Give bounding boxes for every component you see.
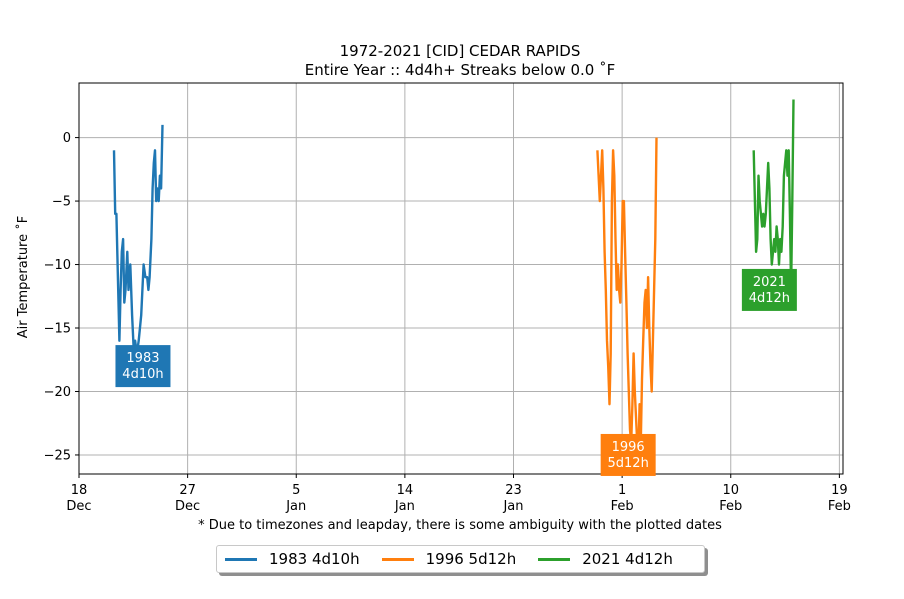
- x-tick-label: 18: [71, 483, 88, 498]
- legend-label: 1983 4d10h: [269, 550, 360, 568]
- x-tick-label: Jan: [394, 499, 415, 514]
- y-tick-label: −10: [44, 258, 71, 273]
- plot-area-frame: [78, 82, 844, 475]
- legend-item: 2021 4d12h: [538, 550, 673, 568]
- legend-label: 2021 4d12h: [582, 550, 673, 568]
- y-tick-label: 0: [63, 131, 71, 146]
- legend-swatch: [538, 557, 571, 561]
- x-tick-label: 5: [292, 483, 300, 498]
- x-tick-label: Dec: [66, 499, 91, 514]
- y-axis-label: Air Temperature ˚F: [15, 216, 31, 338]
- x-tick-label: Jan: [285, 499, 306, 514]
- annotation-box: [600, 433, 656, 476]
- annotation-text: 1983: [126, 351, 159, 366]
- y-tick-label: −5: [52, 195, 71, 210]
- annotation-box: [741, 268, 797, 311]
- grid-lines: [78, 83, 843, 474]
- x-tick-label: Jan: [502, 499, 523, 514]
- chart-subtitle: Entire Year :: 4d4h+ Streaks below 0.0 ˚…: [305, 61, 616, 79]
- chart-title: 1972-2021 [CID] CEDAR RAPIDS: [340, 42, 581, 60]
- x-tick-label: 27: [179, 483, 196, 498]
- y-tick-label: −20: [44, 385, 71, 400]
- series-line: [596, 137, 658, 457]
- y-tick-label: −25: [44, 448, 71, 463]
- legend-item: 1996 5d12h: [381, 550, 517, 568]
- x-tick-label: Feb: [828, 499, 851, 514]
- x-tick-label: 10: [722, 483, 739, 498]
- annotation-text: 1996: [612, 440, 645, 455]
- x-tick-label: 1: [618, 483, 626, 498]
- legend-swatch: [381, 557, 414, 561]
- x-axis-label: * Due to timezones and leapday, there is…: [198, 518, 722, 533]
- x-tick-label: Feb: [611, 499, 634, 514]
- series-line: [752, 99, 795, 292]
- series-line: [112, 124, 164, 355]
- legend-item: 1983 4d10h: [225, 550, 360, 568]
- y-tick-label: −15: [44, 322, 71, 337]
- x-tick-label: Dec: [175, 499, 200, 514]
- annotation-text: 4d10h: [122, 367, 163, 382]
- x-tick-label: 19: [831, 483, 848, 498]
- series-layer: [112, 99, 795, 457]
- annotation-text: 4d12h: [749, 291, 790, 306]
- x-tick-label: Feb: [719, 499, 742, 514]
- annotation-text: 2021: [753, 275, 786, 290]
- legend: 1983 4d10h 1996 5d12h 2021 4d12h: [216, 545, 705, 573]
- legend-label: 1996 5d12h: [425, 550, 517, 568]
- legend-swatch: [225, 557, 257, 561]
- x-tick-label: 23: [505, 483, 522, 498]
- annotation-text: 5d12h: [608, 456, 649, 471]
- axis-ticks: 0−5−10−15−20−2518Dec27Dec5Jan14Jan23Jan1…: [44, 131, 851, 514]
- annotation-box: [115, 345, 171, 388]
- x-tick-label: 14: [397, 483, 414, 498]
